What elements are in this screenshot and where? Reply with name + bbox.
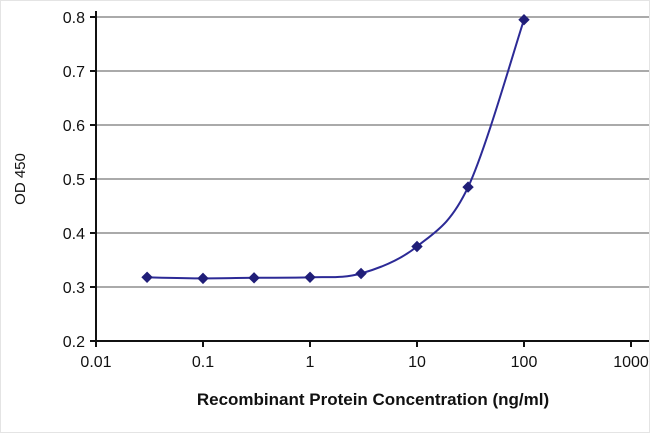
data-point-marker	[355, 267, 367, 280]
tick-labels: 0.01 0.1 1 10 100 1000 0.2 0.3 0.4 0.5 0.6 0.7 0.8	[63, 10, 649, 371]
tick-marks	[90, 16, 632, 347]
y-tick-label: 0.8	[63, 10, 85, 27]
data-series	[141, 13, 530, 285]
data-point-marker	[141, 271, 153, 283]
x-axis-title: Recombinant Protein Concentration (ng/ml…	[197, 390, 549, 409]
y-tick-label: 0.7	[63, 64, 85, 81]
data-point-marker	[248, 272, 260, 284]
x-tick-label: 1000	[613, 354, 649, 371]
gridlines	[96, 16, 649, 342]
data-point-marker	[197, 272, 209, 285]
data-point-marker	[518, 13, 530, 26]
y-tick-label: 0.6	[63, 118, 85, 135]
axes	[95, 11, 649, 342]
data-point-marker	[304, 271, 316, 283]
x-tick-label: 100	[511, 354, 538, 371]
x-tick-label: 0.1	[192, 354, 214, 371]
y-tick-label: 0.2	[63, 334, 85, 351]
x-tick-label: 10	[408, 354, 426, 371]
y-tick-label: 0.3	[63, 280, 85, 297]
y-tick-label: 0.5	[63, 172, 85, 189]
x-tick-label: 0.01	[80, 354, 111, 371]
y-axis-title: OD 450	[12, 153, 29, 205]
x-tick-label: 1	[306, 354, 315, 371]
series-line	[147, 19, 525, 280]
data-point-marker	[462, 181, 474, 193]
data-point-marker	[411, 240, 423, 253]
y-tick-label: 0.4	[63, 226, 85, 243]
